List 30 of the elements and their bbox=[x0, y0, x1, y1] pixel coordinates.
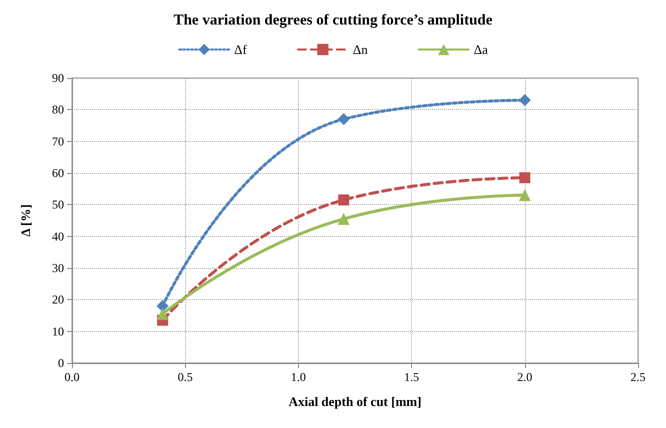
x-axis-title: Axial depth of cut [mm] bbox=[288, 394, 422, 409]
y-tick-label: 80 bbox=[52, 102, 64, 117]
legend-label: Δa bbox=[474, 42, 488, 57]
point bbox=[338, 113, 350, 126]
y-tick-label: 40 bbox=[52, 229, 64, 244]
chart-title: The variation degrees of cutting force’s amplitude bbox=[174, 12, 493, 28]
x-tick-label: 0.5 bbox=[178, 370, 193, 384]
y-tick-label: 60 bbox=[52, 166, 64, 180]
y-tick-label: 50 bbox=[52, 198, 64, 212]
y-tick-label: 90 bbox=[52, 71, 64, 85]
point bbox=[156, 300, 169, 312]
y-axis-title: Δ [%] bbox=[18, 204, 33, 237]
legend-label: Δf bbox=[234, 42, 248, 57]
x-tick-label: 1.5 bbox=[404, 370, 420, 384]
point bbox=[338, 194, 350, 206]
y-tick-label: 30 bbox=[52, 261, 64, 275]
point bbox=[156, 308, 169, 320]
x-tick-label: 2.0 bbox=[517, 370, 532, 384]
point bbox=[518, 189, 531, 202]
legend-label: Δn bbox=[352, 42, 368, 57]
point bbox=[338, 212, 350, 225]
y-tick-label: 10 bbox=[52, 324, 64, 338]
y-tick-label: 20 bbox=[52, 292, 64, 307]
x-tick-label: 1.0 bbox=[290, 370, 306, 384]
y-tick-label: 70 bbox=[52, 134, 64, 148]
y-tick-label: 0 bbox=[58, 356, 64, 370]
point bbox=[519, 172, 530, 184]
point bbox=[518, 94, 531, 106]
x-tick-label: 2.5 bbox=[630, 370, 646, 384]
x-tick-label: 0.0 bbox=[64, 370, 80, 384]
